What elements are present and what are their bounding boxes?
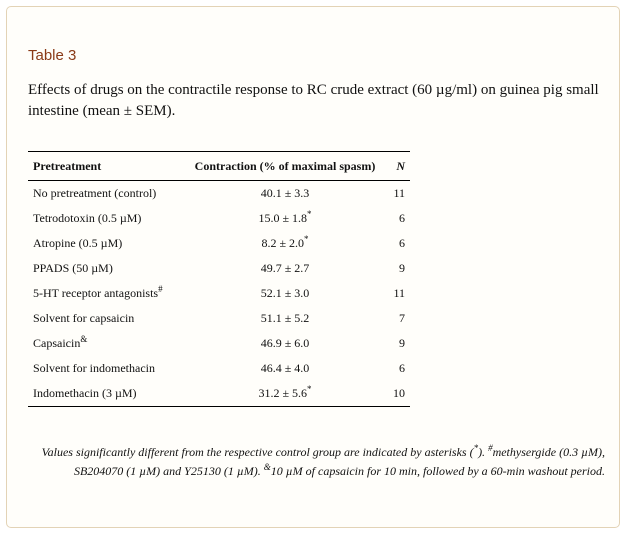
cell-pretreatment: Solvent for indomethacin [28, 356, 182, 381]
cell-n: 6 [399, 211, 405, 225]
cell-n: 6 [399, 361, 405, 375]
cell-contraction: 46.4 ± 4.0 [182, 356, 388, 381]
contraction-text: 46.9 ± 6.0 [260, 336, 310, 350]
table-row: Atropine (0.5 µM) 8.2 ± 2.0* 6 [28, 231, 410, 256]
footnote-mark: & [80, 334, 88, 344]
cell-n: 6 [399, 236, 405, 250]
cell-contraction: 49.7 ± 2.7 [182, 256, 388, 281]
pretreatment-text: Solvent for indomethacin [33, 361, 155, 375]
footnote-hash-mark: # [488, 443, 493, 453]
cell-pretreatment: PPADS (50 µM) [28, 256, 182, 281]
pretreatment-text: Atropine (0.5 µM) [33, 236, 123, 250]
cell-n: 11 [393, 286, 405, 300]
significance-mark: * [307, 384, 312, 394]
header-pretreatment: Pretreatment [33, 158, 102, 173]
table-label: Table 3 [28, 47, 77, 64]
contraction-text: 52.1 ± 3.0 [260, 286, 310, 300]
table-caption: Effects of drugs on the contractile resp… [28, 82, 599, 119]
table-panel: Table 3 Effects of drugs on the contract… [6, 6, 620, 528]
cell-n: 7 [399, 311, 405, 325]
footnote-text: methysergide (0.3 µM), SB204070 (1 µM) a… [73, 445, 605, 478]
cell-contraction: 8.2 ± 2.0* [182, 231, 388, 256]
footnote-text: ). [478, 445, 489, 459]
cell-contraction: 40.1 ± 3.3 [182, 181, 388, 207]
pretreatment-text: No pretreatment (control) [33, 186, 157, 200]
cell-contraction: 52.1 ± 3.0 [182, 281, 388, 306]
pretreatment-text: Solvent for capsaicin [33, 311, 135, 325]
cell-n: 10 [393, 386, 405, 400]
cell-n: 11 [393, 186, 405, 200]
table-body: No pretreatment (control) 40.1 ± 3.3 11 Tet… [28, 181, 410, 407]
significance-mark: * [304, 234, 309, 244]
table-row: Capsaicin& 46.9 ± 6.0 9 [28, 331, 410, 356]
pretreatment-text: Tetrodotoxin (0.5 µM) [33, 211, 142, 225]
cell-pretreatment: Solvent for capsaicin [28, 306, 182, 331]
pretreatment-text: 5-HT receptor antagonists [33, 286, 159, 300]
footnote-amp-mark: & [263, 462, 271, 472]
header-contraction: Contraction (% of maximal spasm) [194, 158, 376, 173]
header-n: N [396, 158, 405, 173]
table-row: 5-HT receptor antagonists# 52.1 ± 3.0 11 [28, 281, 410, 306]
cell-contraction: 31.2 ± 5.6* [182, 381, 388, 407]
contraction-text: 15.0 ± 1.8 [258, 211, 308, 225]
contraction-text: 46.4 ± 4.0 [260, 361, 310, 375]
cell-pretreatment: 5-HT receptor antagonists# [28, 281, 182, 306]
cell-pretreatment: Atropine (0.5 µM) [28, 231, 182, 256]
cell-pretreatment: Capsaicin& [28, 331, 182, 356]
contraction-text: 8.2 ± 2.0 [261, 236, 305, 250]
pretreatment-text: Capsaicin [33, 336, 81, 350]
header-row: Pretreatment Contraction (% of maximal s… [28, 151, 410, 181]
contraction-text: 49.7 ± 2.7 [260, 261, 310, 275]
cell-contraction: 15.0 ± 1.8* [182, 206, 388, 231]
cell-pretreatment: No pretreatment (control) [28, 181, 182, 207]
pretreatment-text: PPADS (50 µM) [33, 261, 113, 275]
contraction-text: 31.2 ± 5.6 [258, 386, 308, 400]
cell-contraction: 46.9 ± 6.0 [182, 331, 388, 356]
table-row: No pretreatment (control) 40.1 ± 3.3 11 [28, 181, 410, 207]
cell-n: 9 [399, 261, 405, 275]
data-table: Pretreatment Contraction (% of maximal s… [28, 151, 410, 407]
contraction-text: 51.1 ± 5.2 [260, 311, 310, 325]
significance-mark: * [307, 209, 312, 219]
footnote-asterisk-mark: * [473, 443, 479, 453]
cell-n: 9 [399, 336, 405, 350]
footnote-text: 10 µM of capsaicin for 10 min, followed … [270, 464, 605, 478]
cell-pretreatment: Indomethacin (3 µM) [28, 381, 182, 407]
footnote-text: Values significantly different from the … [41, 445, 474, 459]
footnote-mark: # [158, 284, 163, 294]
table-row: Indomethacin (3 µM) 31.2 ± 5.6* 10 [28, 381, 410, 407]
table-row: Tetrodotoxin (0.5 µM) 15.0 ± 1.8* 6 [28, 206, 410, 231]
pretreatment-text: Indomethacin (3 µM) [33, 386, 137, 400]
cell-pretreatment: Tetrodotoxin (0.5 µM) [28, 206, 182, 231]
table-row: PPADS (50 µM) 49.7 ± 2.7 9 [28, 256, 410, 281]
table-row: Solvent for capsaicin 51.1 ± 5.2 7 [28, 306, 410, 331]
contraction-text: 40.1 ± 3.3 [260, 186, 310, 200]
table-row: Solvent for indomethacin 46.4 ± 4.0 6 [28, 356, 410, 381]
table-footnote: Values significantly different from the … [35, 443, 605, 481]
cell-contraction: 51.1 ± 5.2 [182, 306, 388, 331]
